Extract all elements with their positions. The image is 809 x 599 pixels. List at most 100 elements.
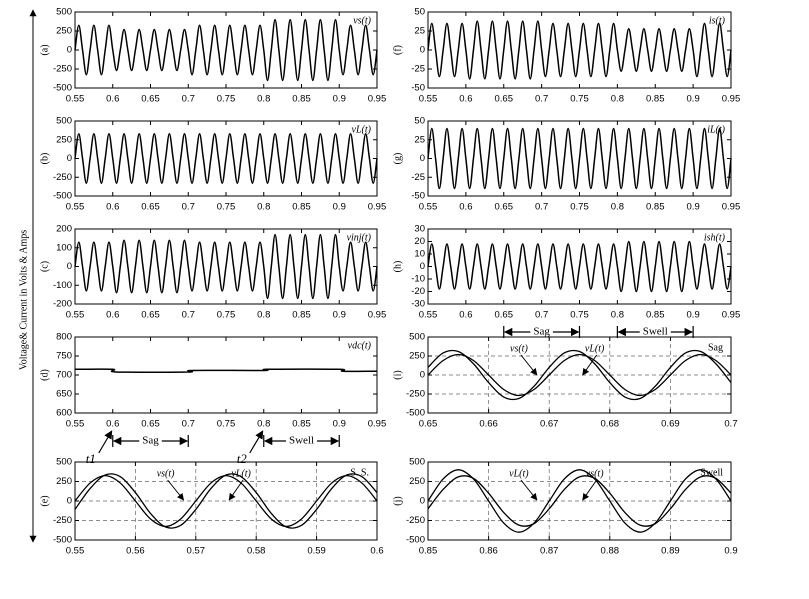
y-tick-label: 0 <box>420 496 425 507</box>
x-tick-label: 0.9 <box>687 94 700 105</box>
x-tick-label: 0.8 <box>257 310 270 321</box>
x-tick-label: 0.65 <box>495 310 514 321</box>
x-tick-label: 0.75 <box>570 310 589 321</box>
y-tick-label: -200 <box>53 299 72 310</box>
series-line <box>427 240 732 293</box>
series-label: vs(t) <box>157 468 175 479</box>
series-line <box>74 18 378 82</box>
x-tick-label: 0.75 <box>217 419 236 430</box>
y-tick-label: -500 <box>53 191 72 202</box>
label-arrow <box>228 479 244 501</box>
label-arrow <box>520 479 538 501</box>
panel-label: (a) <box>39 44 50 55</box>
panel-corner-label: Swell <box>700 467 723 478</box>
panel-label: (h) <box>392 261 403 273</box>
series-label: vL(t) <box>231 468 251 479</box>
x-tick-label: 0.75 <box>217 202 236 213</box>
x-tick-label: 0.85 <box>292 419 311 430</box>
x-tick-label: 0.9 <box>333 202 346 213</box>
span-label: Sag <box>533 326 550 338</box>
y-tick-label: 700 <box>56 370 72 381</box>
x-tick-label: 0.7 <box>182 94 195 105</box>
x-tick-label: 0.7 <box>535 310 548 321</box>
x-tick-label: 0.57 <box>187 546 206 557</box>
x-tick-label: 0.85 <box>292 310 311 321</box>
x-tick-label: 0.6 <box>370 546 383 557</box>
x-tick-label: 0.65 <box>495 202 514 213</box>
x-tick-label: 0.66 <box>479 419 498 430</box>
x-tick-label: 0.6 <box>459 310 472 321</box>
y-tick-label: 0 <box>420 370 425 381</box>
x-tick-label: 0.68 <box>601 419 620 430</box>
y-tick-label: -20 <box>411 286 425 297</box>
x-tick-label: 0.9 <box>687 310 700 321</box>
x-tick-label: 0.7 <box>182 419 195 430</box>
x-tick-label: 0.7 <box>535 94 548 105</box>
y-tick-label: 0 <box>67 153 72 164</box>
series-label: is(t) <box>709 15 726 26</box>
x-tick-label: 0.55 <box>419 94 438 105</box>
series-line <box>427 469 732 533</box>
x-tick-label: 0.9 <box>333 94 346 105</box>
event-marker: t2 <box>237 451 248 466</box>
y-tick-label: -500 <box>406 408 425 419</box>
x-tick-label: 0.95 <box>722 310 741 321</box>
y-tick-label: 50 <box>414 7 425 18</box>
x-tick-label: 0.8 <box>611 94 624 105</box>
event-marker: t1 <box>86 451 96 466</box>
y-tick-label: -25 <box>411 64 425 75</box>
x-tick-label: 0.9 <box>333 419 346 430</box>
x-tick-label: 0.6 <box>106 94 119 105</box>
series-label: iL(t) <box>707 124 725 135</box>
event-arrow <box>98 430 113 454</box>
x-tick-label: 0.65 <box>419 419 438 430</box>
panel-label: (f) <box>392 45 403 55</box>
x-tick-label: 0.8 <box>257 419 270 430</box>
x-tick-label: 0.59 <box>307 546 326 557</box>
y-tick-label: 250 <box>409 476 425 487</box>
series-label: vL(t) <box>509 468 529 479</box>
series-label: vs(t) <box>586 468 604 479</box>
y-tick-label: -50 <box>411 83 425 94</box>
y-tick-label: 20 <box>414 236 425 247</box>
x-tick-label: 0.95 <box>368 419 387 430</box>
panel-label: (d) <box>39 369 50 381</box>
event-arrow <box>249 430 264 454</box>
x-tick-label: 0.7 <box>182 310 195 321</box>
y-tick-label: -250 <box>53 515 72 526</box>
series-label: vL(t) <box>585 343 605 354</box>
y-tick-label: 0 <box>67 496 72 507</box>
x-tick-label: 0.75 <box>217 310 236 321</box>
y-tick-label: -250 <box>406 515 425 526</box>
series-label: vL(t) <box>352 124 372 135</box>
x-tick-label: 0.95 <box>722 94 741 105</box>
y-tick-label: 10 <box>414 249 425 260</box>
panel-label: (b) <box>39 153 50 165</box>
x-tick-label: 0.6 <box>106 419 119 430</box>
series-label: ish(t) <box>704 232 726 243</box>
label-arrow <box>582 354 598 376</box>
y-tick-label: 750 <box>56 351 72 362</box>
label-arrow <box>582 479 598 501</box>
x-tick-label: 0.9 <box>333 310 346 321</box>
x-tick-label: 0.55 <box>66 546 85 557</box>
y-tick-label: 0 <box>67 45 72 56</box>
x-tick-label: 0.65 <box>141 202 160 213</box>
x-tick-label: 0.95 <box>368 94 387 105</box>
y-tick-label: -250 <box>53 172 72 183</box>
x-tick-label: 0.95 <box>722 202 741 213</box>
y-tick-label: 100 <box>56 242 72 253</box>
span-label: Sag <box>142 435 159 447</box>
panel-corner-label: Sag <box>708 342 723 353</box>
y-tick-label: -10 <box>411 274 425 285</box>
series-label: vdc(t) <box>348 340 372 351</box>
x-tick-label: 0.55 <box>419 202 438 213</box>
x-tick-label: 0.85 <box>292 94 311 105</box>
x-tick-label: 0.75 <box>570 202 589 213</box>
x-tick-label: 0.88 <box>601 546 620 557</box>
label-arrow <box>520 354 538 376</box>
x-tick-label: 0.85 <box>646 310 665 321</box>
y-tick-label: 250 <box>56 476 72 487</box>
y-tick-label: 0 <box>420 45 425 56</box>
x-tick-label: 0.8 <box>257 202 270 213</box>
